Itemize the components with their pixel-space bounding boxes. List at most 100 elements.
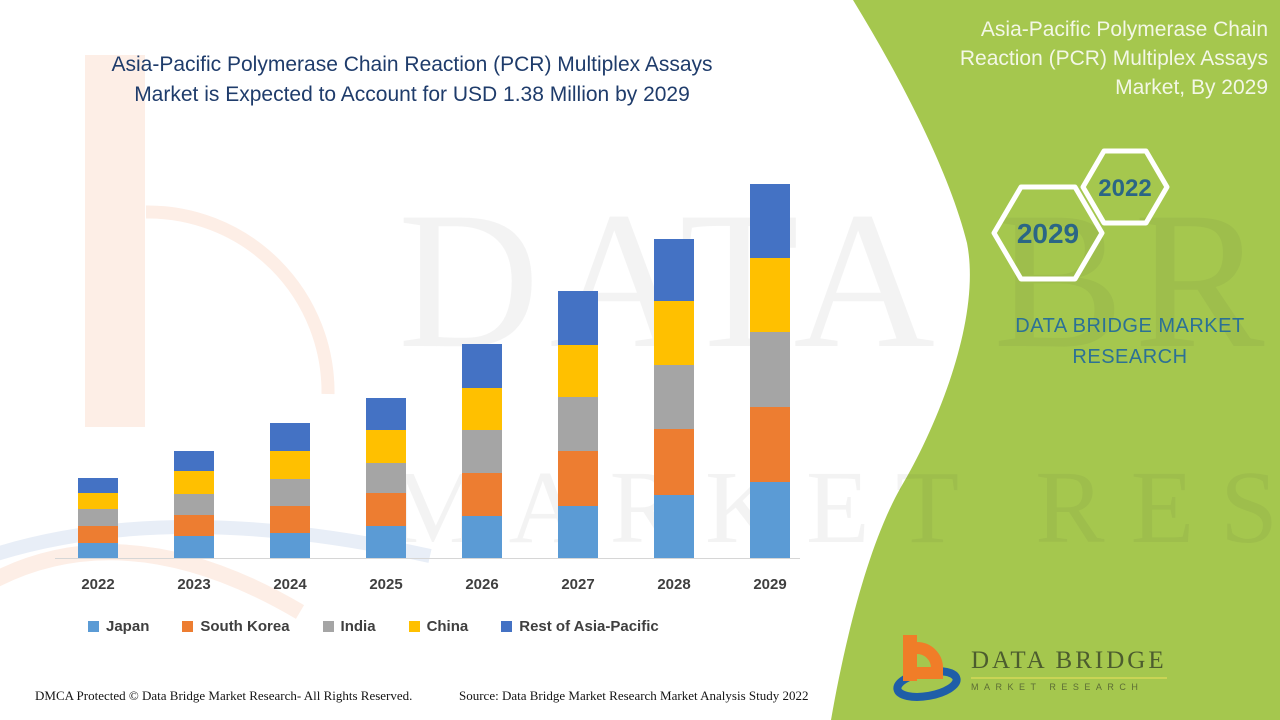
bar-segment-2027-rest-of-asia-pacific: [558, 291, 598, 345]
chart-title: Asia-Pacific Polymerase Chain Reaction (…: [38, 50, 786, 110]
x-axis-label-2024: 2024: [273, 576, 307, 593]
bar-segment-2022-rest-of-asia-pacific: [78, 478, 118, 493]
footer-source-text: Source: Data Bridge Market Research Mark…: [459, 688, 809, 703]
bar-segment-2022-south-korea: [78, 526, 118, 543]
bar-2025: [366, 398, 406, 558]
x-axis-label-2023: 2023: [177, 576, 211, 593]
bar-segment-2024-south-korea: [270, 506, 310, 533]
side-panel-title: Asia-Pacific Polymerase Chain Reaction (…: [838, 15, 1268, 102]
data-bridge-logo: DATA BRIDGE MARKET RESEARCH: [893, 633, 1167, 707]
bar-segment-2025-south-korea: [366, 493, 406, 526]
watermark-peach-swoosh: [0, 544, 305, 619]
logo-texts: DATA BRIDGE MARKET RESEARCH: [971, 647, 1167, 692]
year-hexagons: 2029 2022: [991, 148, 1170, 282]
legend-label: Rest of Asia-Pacific: [519, 618, 659, 635]
bar-segment-2026-china: [462, 388, 502, 430]
bar-segment-2029-south-korea: [750, 407, 790, 482]
x-axis-label-2027: 2027: [561, 576, 595, 593]
legend-label: India: [340, 618, 376, 635]
bar-segment-2025-japan: [366, 526, 406, 558]
footer-dmca-text: DMCA Protected © Data Bridge Market Rese…: [35, 688, 413, 703]
watermark-b-bowl-arc: [145, 205, 335, 395]
bar-2028: [654, 239, 694, 558]
legend-label: Japan: [106, 618, 150, 635]
bar-segment-2029-india: [750, 332, 790, 407]
bar-2023: [174, 451, 214, 558]
side-panel-shape: [831, 0, 1280, 720]
legend-item-india: India: [322, 618, 376, 635]
bar-segment-2029-rest-of-asia-pacific: [750, 184, 790, 258]
x-axis-label-2022: 2022: [81, 576, 115, 593]
chart-legend: Japan South Korea India China Rest of Asia-P…: [88, 618, 659, 635]
legend-item-japan: Japan: [88, 618, 149, 635]
bar-segment-2028-india: [654, 365, 694, 429]
bar-segment-2028-japan: [654, 495, 694, 558]
watermark-b-stem: [85, 55, 145, 427]
x-axis-label-2025: 2025: [369, 576, 403, 593]
side-panel-title-line2: Reaction (PCR) Multiplex Assays: [959, 47, 1268, 70]
side-panel-title-line3: Market, By 2029: [1115, 76, 1268, 99]
brand-wordmark-line2: RESEARCH: [1072, 346, 1188, 368]
hexagon-2022-outline: [1080, 148, 1170, 226]
bar-segment-2026-rest-of-asia-pacific: [462, 344, 502, 388]
bar-segment-2024-rest-of-asia-pacific: [270, 423, 310, 451]
legend-item-rest-of-asia-pacific: Rest of Asia-Pacific: [501, 618, 659, 635]
bar-segment-2023-japan: [174, 536, 214, 558]
bar-segment-2026-india: [462, 430, 502, 473]
bar-segment-2022-japan: [78, 543, 118, 558]
bar-2029: [750, 184, 790, 558]
bar-2024: [270, 423, 310, 558]
bar-segment-2024-india: [270, 479, 310, 506]
bar-segment-2028-rest-of-asia-pacific: [654, 239, 694, 301]
bar-segment-2025-china: [366, 430, 406, 463]
bar-segment-2025-rest-of-asia-pacific: [366, 398, 406, 430]
bar-segment-2022-china: [78, 493, 118, 509]
bar-segment-2025-india: [366, 463, 406, 493]
bar-segment-2023-india: [174, 494, 214, 515]
side-panel-title-line1: Asia-Pacific Polymerase Chain: [980, 18, 1268, 41]
hexagon-2029-outline: [991, 184, 1105, 282]
bar-segment-2024-japan: [270, 533, 310, 558]
bar-segment-2022-india: [78, 509, 118, 526]
bar-segment-2027-china: [558, 345, 598, 397]
bar-segment-2028-china: [654, 301, 694, 365]
x-axis-label-2026: 2026: [465, 576, 499, 593]
bar-segment-2023-china: [174, 471, 214, 494]
hexagon-2029-label: 2029: [1017, 218, 1079, 249]
bar-segment-2027-japan: [558, 506, 598, 558]
x-axis-line: [55, 558, 800, 559]
legend-item-china: China: [408, 618, 469, 635]
logo-orange-stem: [903, 635, 917, 681]
legend-swatch-icon: [501, 621, 513, 632]
legend-swatch-icon: [408, 621, 420, 632]
bar-segment-2023-rest-of-asia-pacific: [174, 451, 214, 471]
x-axis-label-2028: 2028: [657, 576, 691, 593]
legend-swatch-icon: [322, 621, 334, 632]
brand-wordmark: DATA BRIDGE MARKET RESEARCH: [985, 311, 1275, 373]
logo-orange-bowl: [916, 642, 943, 679]
hexagon-2022-label: 2022: [1098, 175, 1151, 202]
bar-segment-2028-south-korea: [654, 429, 694, 495]
bar-2022: [78, 478, 118, 558]
bar-2026: [462, 344, 502, 558]
chart-title-line2: Market is Expected to Account for USD 1.…: [134, 83, 690, 106]
bar-segment-2026-japan: [462, 516, 502, 558]
bar-segment-2029-china: [750, 258, 790, 332]
bar-segment-2027-india: [558, 397, 598, 451]
bar-2027: [558, 291, 598, 558]
legend-swatch-icon: [88, 621, 99, 632]
bar-segment-2024-china: [270, 451, 310, 479]
legend-label: China: [426, 618, 469, 635]
data-bridge-logo-icon: [893, 635, 961, 701]
legend-swatch-icon: [182, 621, 194, 632]
logo-name: DATA BRIDGE: [971, 647, 1167, 679]
chart-title-line1: Asia-Pacific Polymerase Chain Reaction (…: [111, 53, 713, 76]
legend-item-south-korea: South Korea: [182, 618, 290, 635]
bar-segment-2023-south-korea: [174, 515, 214, 536]
brand-wordmark-line1: DATA BRIDGE MARKET: [1015, 315, 1245, 337]
logo-subtitle: MARKET RESEARCH: [971, 682, 1144, 692]
bar-segment-2027-south-korea: [558, 451, 598, 506]
legend-label: South Korea: [200, 618, 290, 635]
